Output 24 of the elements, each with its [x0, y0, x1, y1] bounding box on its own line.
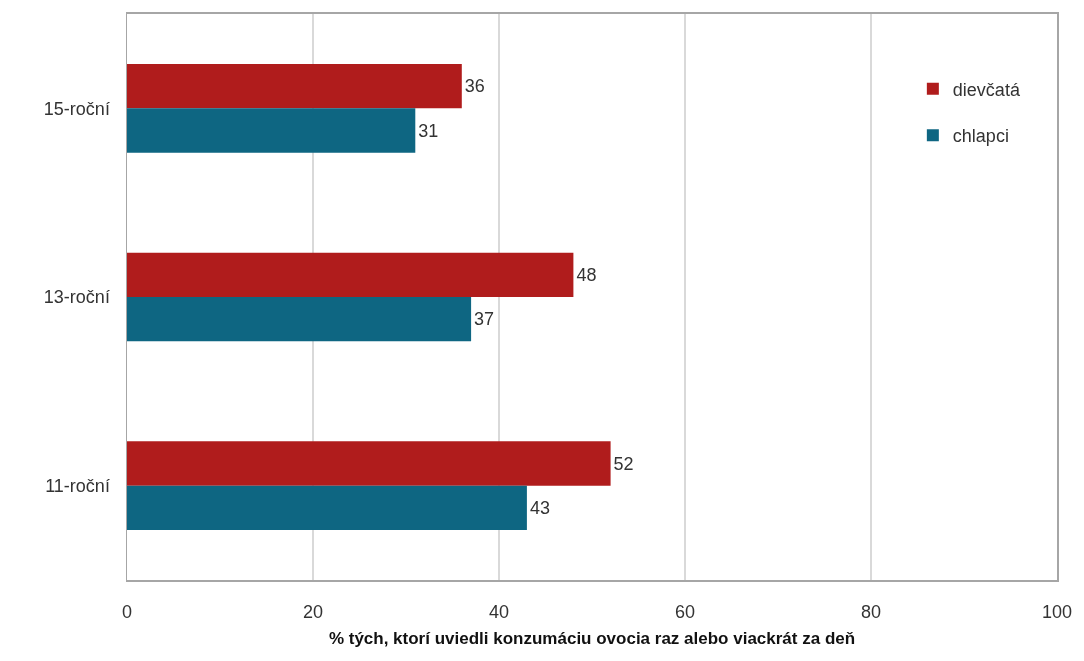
bar: [127, 64, 462, 109]
bar: [127, 108, 416, 153]
data-label: 48: [576, 264, 597, 285]
data-label: 31: [418, 120, 439, 141]
bar: [127, 485, 527, 530]
x-tick-label: 20: [302, 601, 324, 622]
data-label: 52: [613, 453, 634, 474]
data-label: 36: [464, 76, 485, 97]
bar: [127, 252, 574, 297]
x-tick-label: 100: [1041, 601, 1073, 622]
x-tick-label: 60: [674, 601, 696, 622]
x-tick-label: 0: [121, 601, 133, 622]
data-label: 37: [474, 309, 495, 330]
x-axis-title: % tých, ktorí uviedli konzumáciu ovocia raz alebo viackrát za deň: [328, 629, 856, 649]
data-label: 43: [529, 497, 550, 518]
y-tick-label: 13-roční: [43, 287, 110, 308]
bar: [127, 441, 611, 486]
y-tick-label: 11-roční: [45, 475, 110, 496]
x-tick-label: 80: [860, 601, 882, 622]
x-tick-label: 40: [488, 601, 510, 622]
legend-label: chlapci: [952, 126, 1009, 147]
bar: [127, 297, 472, 342]
legend-label: dievčatá: [952, 79, 1021, 100]
y-tick-label: 15-roční: [43, 98, 110, 119]
